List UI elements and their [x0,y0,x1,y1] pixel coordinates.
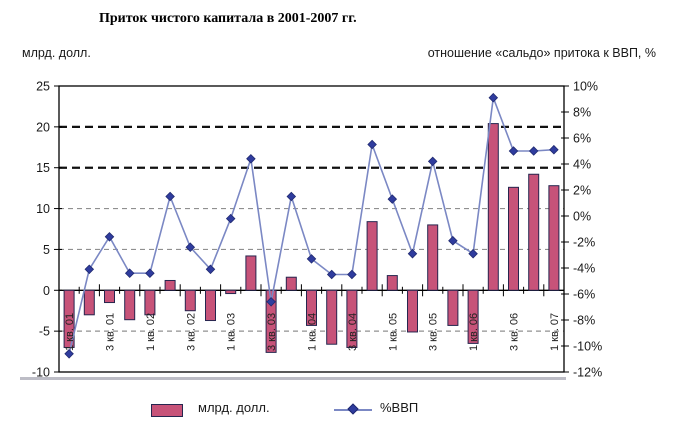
gdp-marker-9 [246,154,256,164]
left-axis-tick-label: 0 [43,284,50,298]
x-axis-label: 1 кв. 04 [307,313,319,351]
gdp-marker-7 [205,264,216,275]
right-axis-tick-label: -10% [573,340,602,354]
gdp-marker-20 [468,248,478,259]
bar-quarter-23 [528,173,540,291]
gdp-marker-8 [225,213,236,224]
gdp-marker-6 [185,242,196,252]
right-axis-tick-label: 2% [573,184,591,198]
x-axis-label: 1 кв. 02 [145,313,157,351]
chart-legend: млрд. долл. %ВВП [0,396,678,422]
left-axis-tick-label: 5 [43,243,50,257]
x-axis-label: 3 кв. 06 [509,313,521,351]
gdp-marker-13 [326,269,337,280]
bar-quarter-16 [386,275,398,291]
bar-quarter-1 [83,289,95,316]
bar-quarter-2 [104,289,115,304]
gdp-marker-4 [145,268,155,278]
bar-quarter-17 [407,289,418,333]
bar-quarter-11 [285,276,297,291]
bar-quarter-20 [467,289,479,344]
left-axis-tick-label: 25 [36,80,50,94]
bar-quarter-21 [487,123,499,291]
right-axis-tick-label: -6% [573,288,595,302]
x-axis-label: 1 кв. 03 [226,313,238,351]
legend-bar-label: млрд. долл. [198,400,270,415]
right-axis-caption: отношение «сальдо» притока к ВВП, % [427,46,656,60]
x-axis-label: 1 кв. 06 [468,313,480,351]
bar-quarter-8 [225,289,237,295]
right-axis-tick-label: 6% [573,132,591,146]
right-axis-tick-label: -8% [573,314,595,328]
bar-quarter-9 [245,255,257,291]
gdp-marker-22 [508,146,519,156]
gdp-marker-14 [347,269,357,280]
right-axis-tick-label: 10% [573,80,598,94]
gdp-marker-23 [528,146,539,156]
bar-quarter-0 [63,289,75,348]
right-axis-tick-label: 0% [573,210,591,224]
gdp-marker-2 [104,232,115,242]
left-axis-caption: млрд. долл. [22,46,91,60]
left-axis-tick-label: -5 [39,325,50,339]
gdp-marker-1 [84,264,95,275]
left-axis-tick-label: 10 [36,202,50,216]
gdp-marker-15 [367,139,377,150]
bar-quarter-15 [366,221,378,291]
bar-quarter-13 [326,289,338,345]
x-axis-label: 3 кв. 05 [428,313,440,351]
right-axis-tick-label: 8% [573,106,591,120]
bar-quarter-19 [447,289,459,326]
gdp-marker-12 [306,254,317,264]
gdp-marker-17 [407,248,418,259]
chart-title: Приток чистого капитала в 2001-2007 гг. [99,11,357,26]
gdp-marker-11 [286,191,297,202]
bar-quarter-7 [205,289,216,322]
x-axis-label: 3 кв. 04 [347,313,359,351]
gdp-marker-16 [387,194,398,204]
bar-quarter-6 [184,289,196,312]
bar-quarter-18 [427,224,439,291]
gdp-marker-5 [165,191,175,202]
plot-border [58,85,565,373]
bar-quarter-10 [265,289,277,353]
gdp-marker-10 [266,297,276,307]
bar-quarter-14 [346,289,358,348]
gdp-marker-24 [549,144,559,155]
bar-quarter-22 [508,186,519,291]
legend-line-marker-icon [347,403,359,415]
right-axis-tick-label: -4% [573,262,595,276]
gdp-marker-3 [124,268,135,278]
x-axis-label: 3 кв. 01 [105,313,117,351]
left-axis-tick-label: 20 [36,120,50,134]
right-axis-tick-label: 4% [573,158,591,172]
x-axis-label: 1 кв. 01 [64,313,76,351]
x-axis-label: 3 кв. 02 [185,313,197,351]
bar-quarter-3 [124,289,136,321]
gdp-marker-0 [64,349,74,359]
bar-quarter-12 [306,289,317,326]
left-axis-tick-label: -10 [32,366,50,380]
x-axis-label: 3 кв. 03 [266,313,278,351]
gdp-marker-21 [488,92,499,103]
gdp-marker-18 [427,156,438,167]
legend-line-label: %ВВП [380,400,419,415]
x-axis-label: 1 кв. 07 [549,313,561,351]
bar-quarter-4 [144,289,156,316]
bar-quarter-5 [164,279,176,291]
left-axis-tick-label: 15 [36,161,50,175]
x-axis-label: 1 кв. 05 [387,313,399,351]
right-axis-tick-label: -12% [573,366,602,380]
legend-bar-swatch [151,404,183,417]
gdp-marker-19 [448,235,458,246]
right-axis-tick-label: -2% [573,236,595,250]
chart-frame-shadow [20,377,566,380]
bar-quarter-24 [548,185,560,291]
